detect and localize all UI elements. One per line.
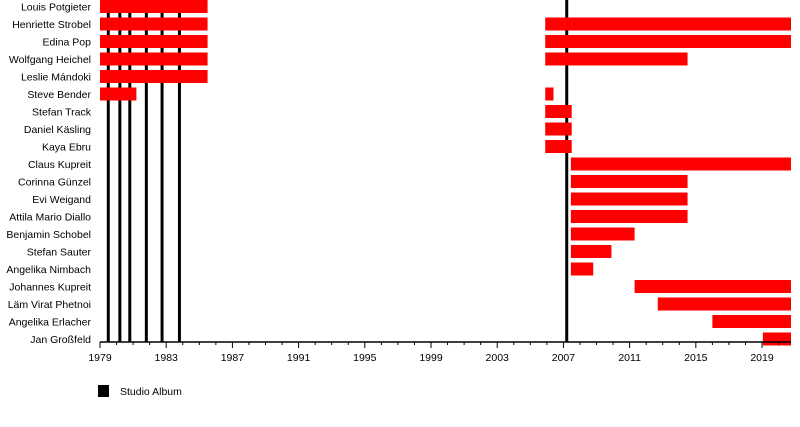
member-bar xyxy=(762,332,791,346)
member-bar xyxy=(545,52,688,66)
member-bar xyxy=(545,35,791,48)
x-tick-label: 2015 xyxy=(684,352,708,364)
member-label: Corinna Günzel xyxy=(18,177,91,189)
member-bar xyxy=(545,105,572,118)
studio-album-line xyxy=(160,0,164,342)
member-label: Kaya Ebru xyxy=(42,142,91,154)
member-label: Steve Bender xyxy=(27,89,91,101)
member-bar xyxy=(100,0,208,13)
member-bar xyxy=(100,35,208,48)
member-label: Daniel Käsling xyxy=(24,124,91,136)
legend-swatch-studio-album xyxy=(98,385,109,397)
member-labels: Louis Potgieter Henriette Strobel Edina Po… xyxy=(6,2,91,347)
member-bar xyxy=(657,297,791,311)
x-tick-label: 1995 xyxy=(353,352,377,364)
member-label: Wolfgang Heichel xyxy=(9,54,91,66)
x-tick-label: 2011 xyxy=(618,352,641,364)
album-lines xyxy=(106,0,569,342)
member-label: Johannes Kupreit xyxy=(9,282,91,294)
member-label: Evi Weigand xyxy=(32,194,91,206)
legend-label-studio-album: Studio Album xyxy=(120,386,182,398)
studio-album-line xyxy=(565,0,569,342)
member-label: Leslie Mándoki xyxy=(21,72,91,84)
member-bar xyxy=(570,245,612,258)
x-tick-label: 1991 xyxy=(287,352,311,364)
x-axis: 1979 1983 1987 1991 1995 1999 2003 2007 2011 2015… xyxy=(88,341,791,364)
member-label: Benjamin Schobel xyxy=(6,229,91,241)
x-tick-label: 1999 xyxy=(419,352,443,364)
member-bar xyxy=(570,157,791,171)
member-label: Jan Großfeld xyxy=(30,334,91,346)
x-tick-label: 1979 xyxy=(88,352,112,364)
member-label: Stefan Track xyxy=(32,107,92,119)
member-bars xyxy=(100,0,791,346)
member-label: Angelika Erlacher xyxy=(9,317,92,329)
x-tick-label: 2019 xyxy=(750,352,774,364)
x-tick-label: 1983 xyxy=(155,352,179,364)
studio-album-line xyxy=(144,0,148,342)
member-label: Henriette Strobel xyxy=(12,19,91,31)
member-bar xyxy=(545,17,791,31)
member-label: Louis Potgieter xyxy=(21,2,92,14)
member-label: Angelika Nimbach xyxy=(6,264,91,276)
member-bar xyxy=(545,122,572,136)
member-label: Läm Virat Phetnoi xyxy=(8,299,91,311)
member-bar xyxy=(634,280,791,293)
studio-album-line xyxy=(118,0,122,342)
member-bar xyxy=(545,140,572,153)
studio-album-line xyxy=(128,0,132,342)
member-bar xyxy=(100,17,208,31)
member-bar xyxy=(100,70,208,83)
member-bar xyxy=(570,210,688,223)
member-bar xyxy=(545,87,554,101)
member-bar xyxy=(100,87,137,101)
member-bar xyxy=(570,262,594,276)
studio-album-line xyxy=(106,0,110,342)
x-tick-label: 2007 xyxy=(552,352,576,364)
member-bar xyxy=(570,192,688,206)
member-label: Edina Pop xyxy=(43,37,92,49)
member-bar xyxy=(570,175,688,188)
member-label: Stefan Sauter xyxy=(27,247,92,259)
member-bar xyxy=(100,52,208,66)
x-tick-label: 1987 xyxy=(221,352,245,364)
member-bar xyxy=(570,227,635,241)
member-bar xyxy=(712,315,791,328)
studio-album-line xyxy=(177,0,181,342)
x-tick-label: 2003 xyxy=(486,352,510,364)
legend: Studio Album xyxy=(98,385,182,398)
member-label: Claus Kupreit xyxy=(28,159,91,171)
member-label: Attila Mario Diallo xyxy=(9,212,91,224)
